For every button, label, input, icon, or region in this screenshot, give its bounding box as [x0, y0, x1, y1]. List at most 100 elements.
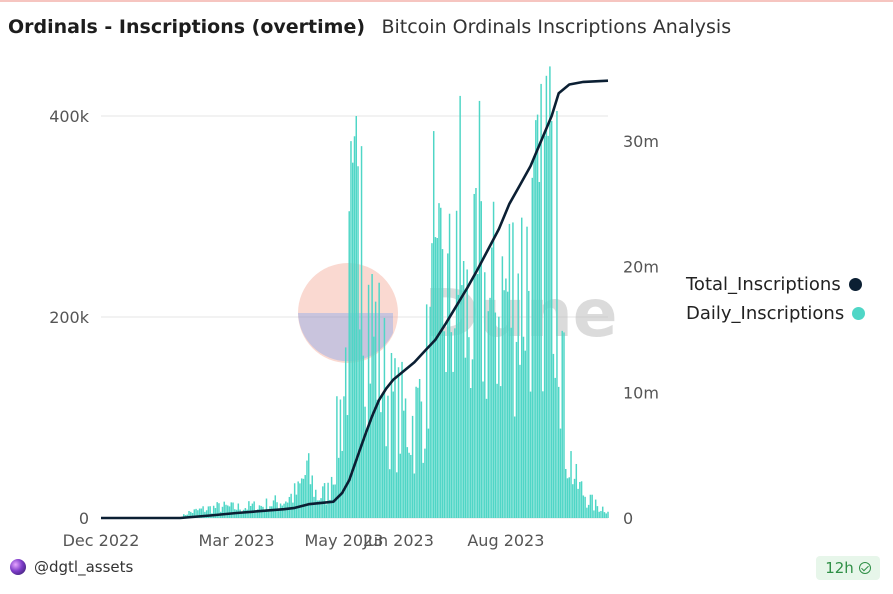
daily-bar: [584, 496, 586, 518]
legend-item-total[interactable]: Total_Inscriptions: [686, 270, 865, 299]
dune-logo-icon: [298, 263, 398, 363]
left-tick-label: 200k: [49, 308, 90, 327]
check-circle-icon: [858, 562, 871, 574]
daily-bar: [603, 512, 606, 518]
daily-bar: [408, 452, 410, 518]
daily-bar: [353, 136, 356, 518]
daily-bar: [489, 297, 491, 518]
right-tick-label: 20m: [623, 258, 659, 277]
daily-bar: [191, 512, 194, 518]
daily-bar: [445, 371, 447, 518]
daily-bar: [341, 450, 343, 518]
x-tick-label: Dec 2022: [63, 531, 140, 550]
daily-bar: [528, 290, 530, 518]
daily-bar: [443, 331, 446, 518]
daily-bar: [505, 278, 507, 518]
legend-label-daily: Daily_Inscriptions: [686, 303, 845, 324]
daily-bar: [499, 386, 502, 518]
daily-bar: [269, 506, 271, 518]
daily-bar: [267, 511, 269, 518]
daily-bar: [587, 504, 590, 518]
daily-bar: [533, 155, 535, 518]
daily-bar: [519, 364, 521, 518]
daily-bar: [577, 488, 579, 518]
daily-bar: [300, 478, 303, 518]
x-tick-label: May 2023: [304, 531, 383, 550]
daily-bar: [339, 399, 342, 518]
chart-subtitle: Bitcoin Ordinals Inscriptions Analysis: [381, 16, 732, 38]
daily-bar: [517, 273, 519, 518]
daily-bar: [543, 135, 546, 519]
daily-bar: [200, 508, 203, 518]
refresh-badge[interactable]: 12h: [816, 556, 880, 580]
daily-bar: [306, 460, 308, 518]
daily-bar: [253, 501, 255, 518]
daily-bar: [346, 415, 349, 518]
daily-bar: [594, 499, 597, 518]
daily-bar: [190, 511, 192, 518]
daily-bar: [487, 311, 490, 518]
daily-bar: [485, 398, 488, 518]
daily-bar: [513, 416, 516, 518]
daily-bar: [336, 396, 338, 518]
daily-bar: [212, 505, 215, 518]
daily-bar: [223, 501, 225, 518]
right-tick-label: 30m: [623, 132, 659, 151]
daily-bar: [387, 395, 389, 518]
daily-bar: [424, 448, 426, 518]
daily-bar: [457, 294, 460, 518]
footer-author[interactable]: @dgtl_assets: [10, 558, 133, 576]
daily-bar: [406, 447, 409, 518]
daily-bar: [469, 388, 472, 518]
daily-bar: [293, 483, 296, 518]
daily-bar: [299, 483, 301, 518]
right-axis-ticks: 0 10m 20m 30m: [623, 132, 659, 528]
daily-bar: [468, 337, 470, 518]
daily-bar: [540, 83, 542, 518]
daily-bar: [357, 166, 359, 519]
daily-bar: [411, 415, 414, 518]
daily-bar: [392, 391, 394, 518]
daily-bar: [286, 502, 289, 518]
left-tick-label: 0: [79, 509, 89, 528]
daily-bar: [278, 508, 280, 518]
daily-bar: [388, 469, 391, 518]
daily-bar: [556, 110, 558, 518]
daily-bar: [242, 509, 245, 518]
daily-bar: [320, 498, 322, 518]
daily-bar: [436, 237, 438, 519]
daily-bar: [431, 243, 433, 519]
daily-bar: [478, 100, 481, 519]
daily-bar: [350, 141, 352, 519]
legend-item-daily[interactable]: Daily_Inscriptions: [686, 299, 866, 328]
daily-bar: [246, 509, 248, 518]
daily-bar: [381, 394, 384, 518]
daily-bar: [461, 285, 463, 518]
chart-title: Ordinals - Inscriptions (overtime): [8, 16, 366, 38]
daily-bar: [394, 358, 396, 518]
daily-bar: [538, 182, 541, 518]
daily-bar: [482, 381, 484, 518]
daily-bar: [492, 201, 495, 519]
daily-bar: [290, 493, 292, 518]
daily-bar: [549, 66, 551, 519]
daily-bar: [605, 513, 607, 518]
daily-bar: [596, 506, 599, 518]
daily-bar: [313, 496, 315, 518]
daily-bar: [413, 473, 416, 518]
daily-bar: [510, 327, 512, 518]
daily-bar: [462, 261, 465, 518]
daily-bar: [193, 509, 196, 518]
daily-bar: [380, 412, 382, 518]
daily-bar: [557, 386, 560, 518]
daily-bar: [480, 201, 482, 518]
legend-dot-daily: [852, 307, 866, 320]
daily-bar: [410, 454, 412, 518]
daily-bar: [359, 329, 361, 518]
daily-bar: [565, 468, 567, 518]
daily-bar: [309, 484, 312, 518]
author-handle: @dgtl_assets: [34, 558, 134, 576]
daily-bar: [491, 247, 493, 518]
daily-bar: [547, 135, 549, 518]
